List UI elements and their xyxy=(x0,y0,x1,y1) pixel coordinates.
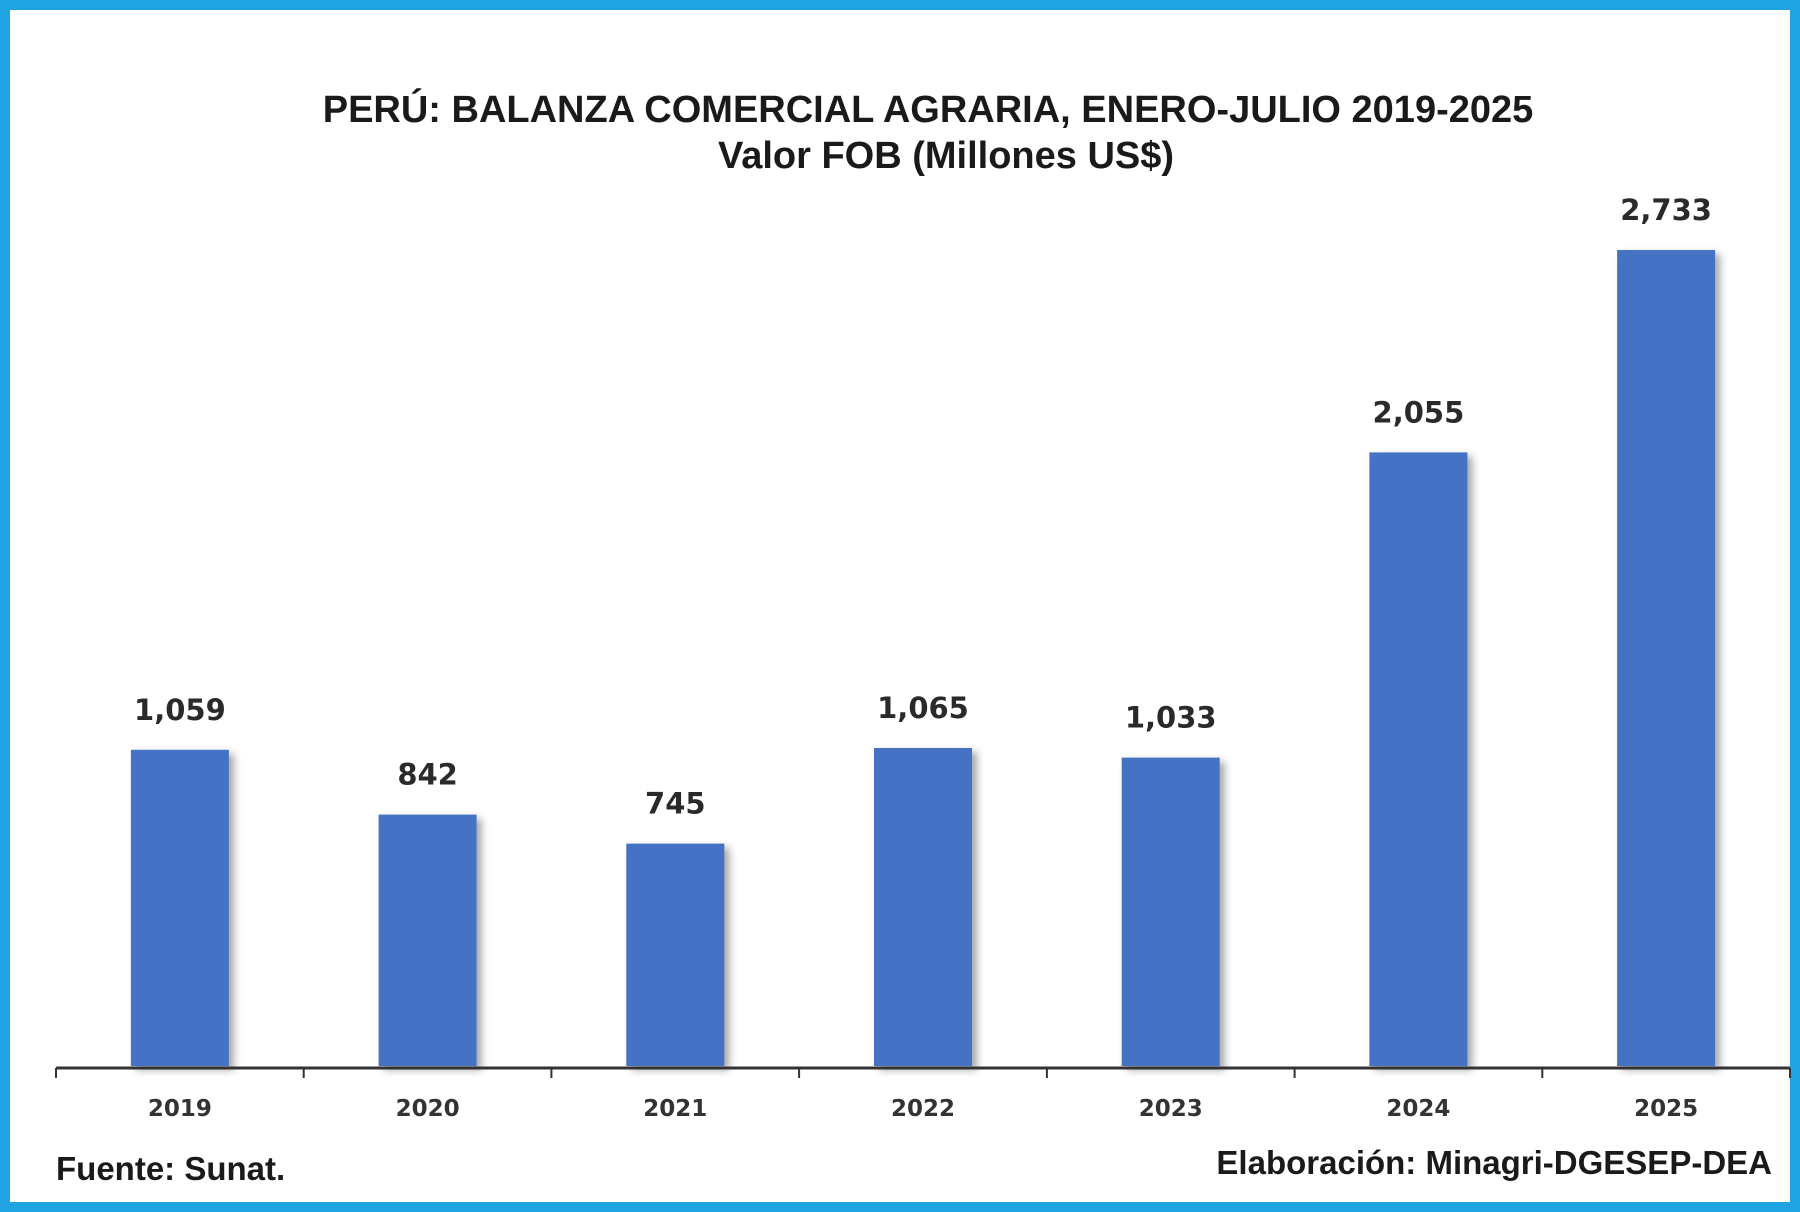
value-label-2025: 2,733 xyxy=(1620,193,1712,227)
x-axis-tick-labels: 2019 2020 2021 2022 2023 2024 2025 xyxy=(148,1096,1698,1122)
value-label-2021: 745 xyxy=(645,787,706,821)
value-label-2024: 2,055 xyxy=(1373,395,1465,429)
value-labels-group: 1,059 842 745 1,065 1,033 2,055 2,733 xyxy=(134,193,1712,821)
chart-title: PERÚ: BALANZA COMERCIAL AGRARIA, ENERO-J… xyxy=(323,87,1534,131)
bar-2021 xyxy=(626,843,725,1066)
tick-label-2022: 2022 xyxy=(891,1096,955,1122)
tick-label-2019: 2019 xyxy=(148,1096,212,1122)
source-note: Fuente: Sunat. xyxy=(56,1150,285,1187)
bar-2023 xyxy=(1121,757,1220,1066)
chart-subtitle: Valor FOB (Millones US$) xyxy=(718,135,1174,177)
x-axis-ticks xyxy=(55,1068,1791,1078)
bar-2022 xyxy=(874,748,972,1066)
value-label-2023: 1,033 xyxy=(1125,701,1217,735)
value-label-2022: 1,065 xyxy=(877,691,969,725)
bar-2025 xyxy=(1617,250,1716,1066)
credit-note: Elaboración: Minagri-DGESEP-DEA xyxy=(1216,1144,1772,1181)
tick-label-2025: 2025 xyxy=(1634,1096,1698,1122)
bar-2020 xyxy=(378,814,477,1066)
tick-label-2021: 2021 xyxy=(643,1096,707,1122)
tick-label-2023: 2023 xyxy=(1139,1096,1203,1122)
value-label-2020: 842 xyxy=(397,758,458,792)
tick-label-2024: 2024 xyxy=(1386,1096,1450,1122)
bars-group xyxy=(130,250,1716,1066)
bar-2024 xyxy=(1369,452,1468,1066)
tick-label-2020: 2020 xyxy=(396,1096,460,1122)
value-label-2019: 1,059 xyxy=(134,693,226,727)
bar-2019 xyxy=(130,749,229,1066)
